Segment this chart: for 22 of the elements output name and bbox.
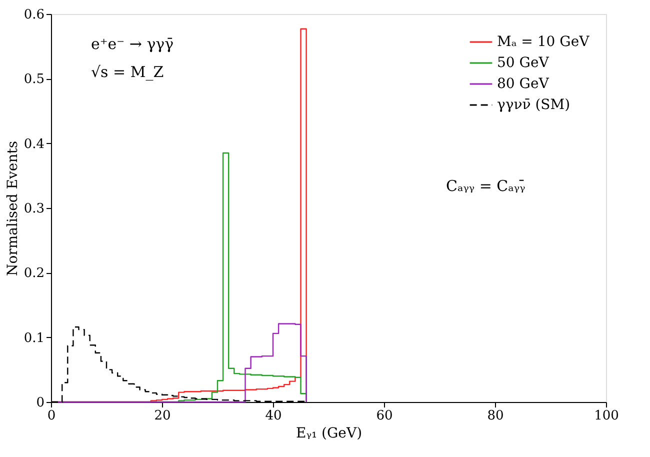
- y-axis-title: Normalised Events: [4, 140, 21, 276]
- y-tick-label: 0.4: [24, 136, 44, 152]
- x-axis-title: Eᵧ₁ (GeV): [296, 426, 362, 442]
- y-tick-label: 0.1: [24, 330, 44, 346]
- y-tick-label: 0.2: [24, 266, 44, 282]
- x-tick-label: 0: [47, 408, 56, 424]
- annotation: √s = M_Z: [91, 63, 164, 81]
- x-tick-label: 20: [154, 408, 171, 424]
- y-tick-label: 0: [36, 396, 44, 410]
- legend-label: γγνν̄ (SM): [497, 97, 570, 113]
- x-tick-label: 100: [594, 408, 619, 424]
- y-tick-label: 0.3: [24, 202, 44, 216]
- legend-label: 80 GeV: [497, 76, 550, 92]
- x-tick-label: 40: [265, 408, 282, 424]
- x-tick-label: 60: [376, 408, 393, 424]
- y-tick-label: 0.6: [24, 8, 44, 22]
- annotation: e⁺e⁻ → γγγ̄: [91, 35, 174, 53]
- y-tick-label: 0.5: [24, 72, 44, 88]
- annotation: Cₐᵧᵧ = Cₐᵧᵧ̄: [446, 177, 526, 195]
- legend-label: Mₐ = 10 GeV: [497, 34, 590, 50]
- x-tick-label: 80: [487, 408, 504, 424]
- legend-label: 50 GeV: [497, 55, 550, 71]
